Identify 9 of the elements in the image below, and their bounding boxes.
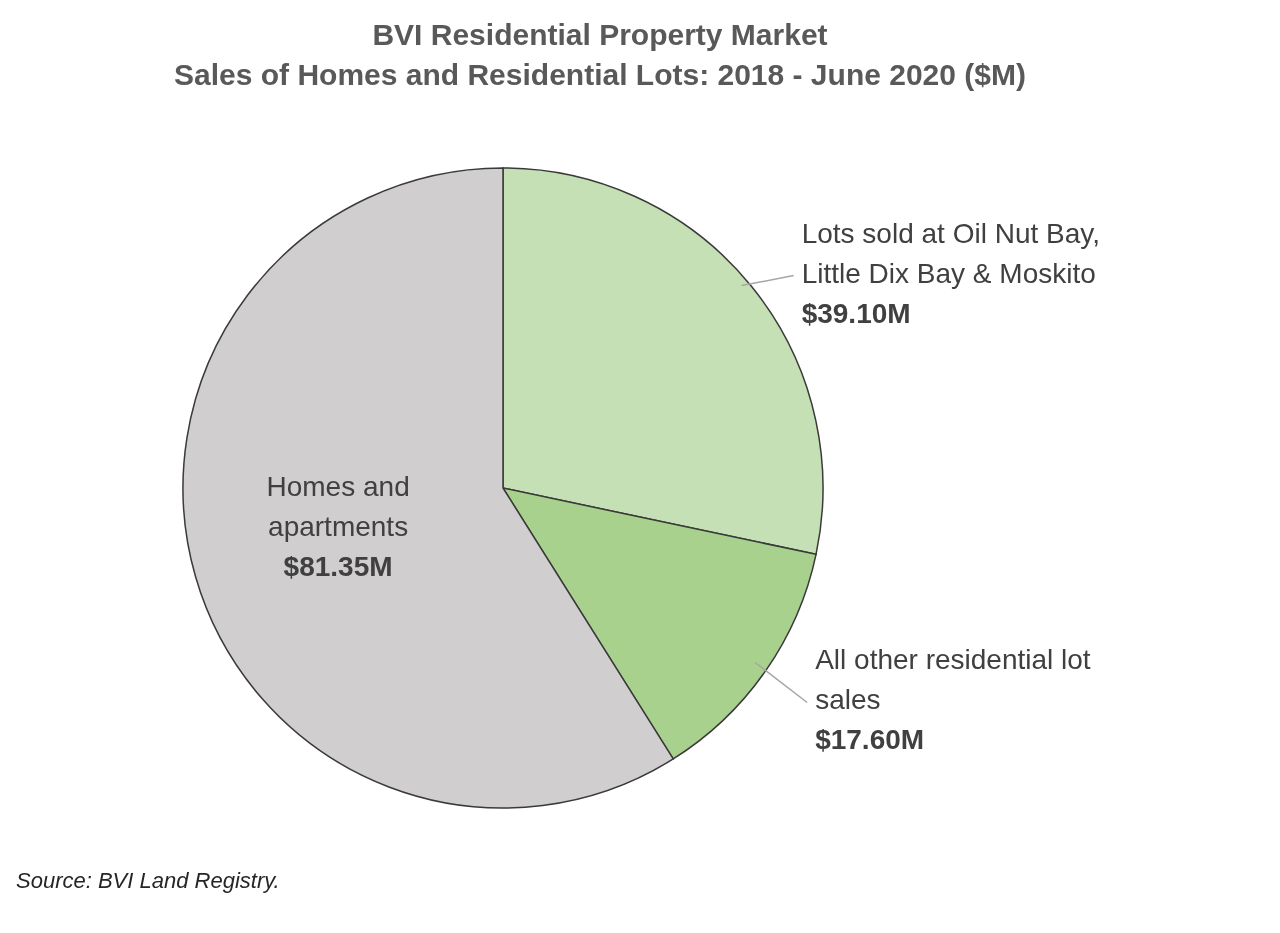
slice-label: Homes and apartments bbox=[266, 471, 410, 543]
data-label: $81.35M bbox=[283, 551, 393, 583]
category-label: All other residential lot sales bbox=[815, 644, 1091, 716]
category-label: Lots sold at Oil Nut Bay, Little Dix Bay & Moskito bbox=[801, 217, 1100, 289]
chart-title: BVI Residential Property Market bbox=[371, 18, 829, 52]
data-label: $39.10M bbox=[801, 297, 911, 329]
source-note: Source: BVI Land Registry. bbox=[16, 868, 280, 894]
data-label: $17.60M bbox=[815, 724, 925, 756]
chart-subtitle: Sales of Homes and Residential Lots: 2018 - June 2020 ($M) bbox=[173, 58, 1027, 92]
